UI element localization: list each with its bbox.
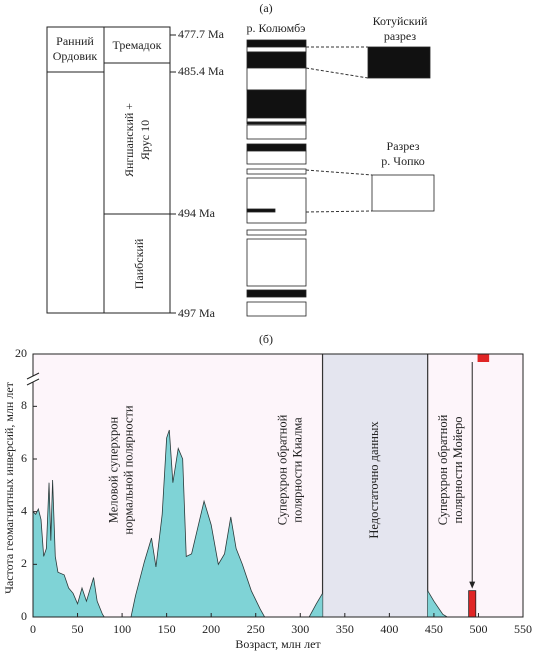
age-label: 497 Ма — [178, 306, 216, 320]
annotation: нормальной полярности — [121, 405, 135, 534]
y-tick-label: 0 — [21, 609, 27, 623]
axis-break — [26, 378, 40, 386]
age-label: 494 Ма — [178, 206, 216, 220]
panel-label: (б) — [259, 332, 273, 346]
section-label: Разрез — [387, 139, 420, 153]
axis-break — [26, 372, 40, 380]
stage-label: Тремадок — [113, 38, 162, 52]
panel-a — [46, 26, 176, 314]
x-tick-label: 450 — [425, 622, 443, 636]
x-tick-label: 50 — [72, 622, 84, 636]
y-axis-label: Частота геомагнитных инверсий, млн лет — [2, 381, 16, 594]
x-tick-label: 500 — [469, 622, 487, 636]
section-label: Котуйский — [373, 14, 428, 28]
x-tick-label: 300 — [291, 622, 309, 636]
stage-label: Ярус 10 — [138, 120, 152, 160]
era-label: Ордовик — [53, 49, 98, 63]
y-tick-label: 2 — [21, 556, 27, 570]
y-tick-label: 20 — [15, 346, 27, 360]
section-label: разрез — [384, 29, 417, 43]
annotation: Суперхрон обратной — [276, 414, 290, 525]
x-tick-label: 100 — [113, 622, 131, 636]
x-tick-label: 250 — [247, 622, 265, 636]
age-label: 477.7 Ма — [178, 27, 225, 41]
x-tick-label: 350 — [336, 622, 354, 636]
x-tick-label: 400 — [380, 622, 398, 636]
connectors — [305, 46, 373, 213]
era-label: Ранний — [56, 34, 94, 48]
no-data-region — [322, 354, 428, 617]
x-axis-label: Возраст, млн лет — [235, 637, 321, 651]
era-box — [46, 26, 105, 314]
polarity-column — [246, 39, 435, 317]
stage-box — [103, 26, 171, 314]
age-label: 485.4 Ма — [178, 64, 225, 78]
marker — [477, 354, 490, 362]
x-tick-label: 0 — [30, 622, 36, 636]
stage-label: Паибский — [132, 238, 146, 289]
region-label: Недостаточно данных — [367, 421, 381, 539]
arrow-head — [469, 581, 476, 589]
x-tick-label: 200 — [202, 622, 220, 636]
section-label: р. Колюмбэ — [247, 21, 306, 35]
area-fill — [33, 430, 448, 617]
y-tick-label: 6 — [21, 451, 27, 465]
annotation: полярности Киалма — [291, 417, 305, 523]
x-tick-label: 150 — [158, 622, 176, 636]
y-tick-label: 4 — [21, 503, 27, 517]
x-tick-label: 550 — [514, 622, 532, 636]
y-tick-label: 8 — [21, 398, 27, 412]
section-label: р. Чопко — [381, 154, 424, 168]
stage-label: Янгшанский + — [122, 103, 136, 177]
panel-label: (а) — [259, 1, 272, 15]
area-line — [32, 429, 448, 618]
annotation: Меловой суперхрон — [106, 416, 120, 523]
annotation: полярности Мойеро — [451, 417, 465, 524]
axis-break-gap — [27, 376, 39, 382]
annotation: Суперхрон обратной — [436, 414, 450, 525]
highlight-bar — [468, 590, 477, 618]
plot-background — [33, 354, 523, 617]
plot-frame — [32, 353, 524, 618]
